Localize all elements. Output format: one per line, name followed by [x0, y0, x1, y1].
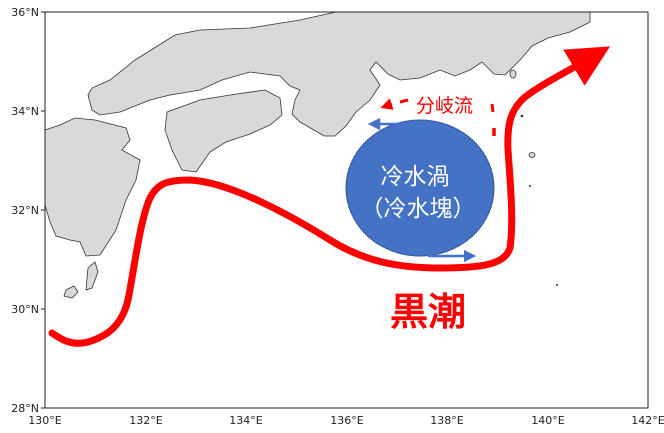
- lat-tick-label: 34°N: [11, 105, 39, 118]
- islet: [529, 185, 531, 187]
- land-layer: [45, 12, 591, 299]
- lat-tick-label: 30°N: [11, 303, 39, 316]
- lat-tick-label: 28°N: [11, 402, 39, 415]
- izu-island: [509, 69, 517, 79]
- lat-axis: 36°N 34°N 32°N 30°N 28°N: [11, 6, 45, 415]
- branch-current-arrow: [386, 100, 409, 106]
- kuroshio-label: 黒潮: [390, 290, 466, 334]
- izu-island: [528, 152, 536, 158]
- lon-tick-label: 132°E: [129, 414, 162, 427]
- lat-tick-label: 32°N: [11, 204, 39, 217]
- lat-tick-label: 36°N: [11, 6, 39, 19]
- islet: [556, 284, 558, 286]
- yakushima-island: [63, 285, 79, 299]
- lon-tick-label: 138°E: [430, 414, 463, 427]
- lon-tick-label: 130°E: [28, 414, 61, 427]
- cold-eddy: [345, 119, 495, 257]
- branch-current-dash: [490, 103, 495, 113]
- kuroshio-current-path: [48, 46, 611, 347]
- shikoku-land: [164, 89, 283, 173]
- kyushu-land: [45, 117, 141, 257]
- lon-tick-label: 142°E: [631, 414, 664, 427]
- lon-tick-label: 140°E: [531, 414, 564, 427]
- islet: [520, 114, 524, 118]
- honshu-land: [87, 12, 591, 137]
- tanegashima-island: [85, 261, 99, 291]
- lon-tick-label: 134°E: [229, 414, 262, 427]
- lon-tick-label: 136°E: [330, 414, 363, 427]
- cold-eddy-label: 冷水渦: [381, 164, 450, 190]
- cold-eddy-sublabel: （冷水塊）: [361, 196, 476, 222]
- branch-current-label: 分岐流: [416, 95, 473, 117]
- lon-axis: 130°E 132°E 134°E 136°E 138°E 140°E 142°…: [28, 414, 664, 427]
